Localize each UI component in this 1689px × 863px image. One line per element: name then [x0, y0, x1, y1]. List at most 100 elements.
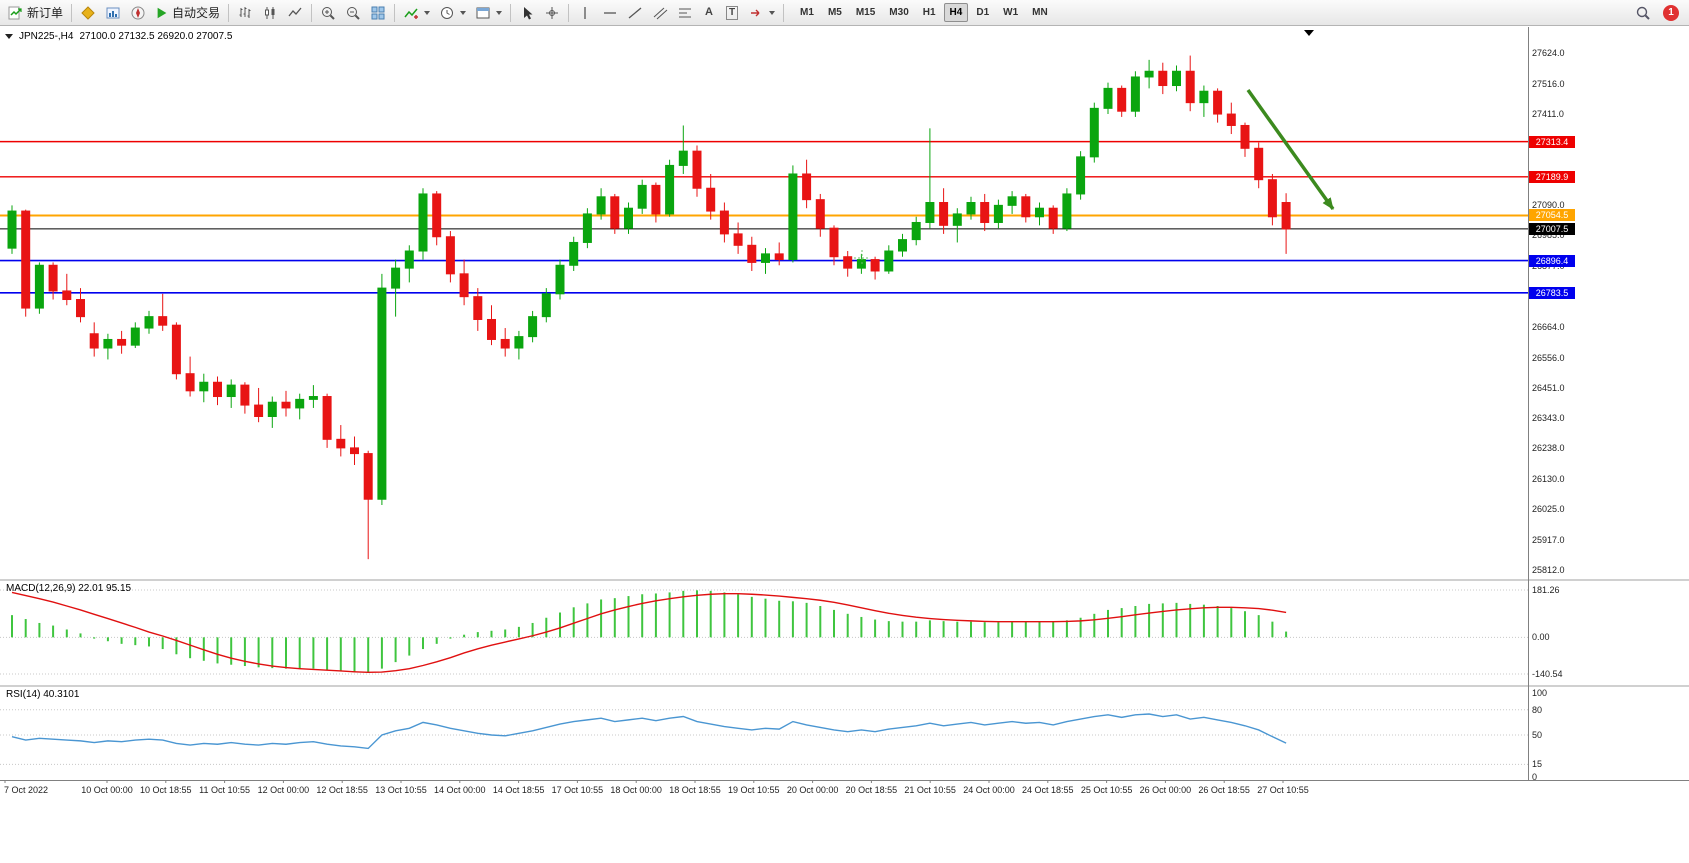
timeframe-button-m5[interactable]: M5: [822, 3, 848, 22]
axis-tick-label: 26238.0: [1532, 443, 1565, 454]
one-click-trading-toggle[interactable]: [5, 34, 13, 39]
axis-tick-label: 181.26: [1532, 585, 1560, 595]
candle-body: [993, 204, 1003, 223]
candle-body: [7, 210, 17, 249]
arrows-tool-button[interactable]: [744, 2, 779, 24]
candle-body: [774, 253, 784, 261]
fibonacci-tool-button[interactable]: [673, 2, 697, 24]
axis-tick-label: 27624.0: [1532, 48, 1565, 58]
toolbar-right-group: 1: [1631, 2, 1685, 24]
text-tool-button[interactable]: A: [698, 2, 720, 24]
hlines-layer[interactable]: [0, 140, 1528, 294]
trend-arrow-annotation[interactable]: [1246, 88, 1335, 211]
time-label: 7 Oct 2022: [4, 785, 49, 795]
time-label: 25 Oct 10:55: [1080, 785, 1133, 795]
candle-body: [706, 187, 716, 212]
timeframe-button-h4[interactable]: H4: [943, 3, 969, 22]
chart-title: JPN225-,H4 27100.0 27132.5 26920.0 27007…: [5, 31, 232, 42]
rsi-line: [11, 713, 1287, 750]
time-label: 14 Oct 00:00: [434, 785, 486, 795]
zoom-in-button[interactable]: [316, 2, 340, 24]
grid-layer: [0, 589, 1528, 765]
crosshair-button[interactable]: [540, 2, 564, 24]
candle-body: [596, 196, 606, 215]
price-axis[interactable]: 27624.027516.027411.027090.026985.026877…: [1528, 27, 1689, 797]
candle-body: [884, 250, 894, 272]
axis-tick-label: 26664.0: [1532, 321, 1565, 332]
candle-body: [1089, 107, 1099, 158]
line-chart-type-button[interactable]: [283, 2, 307, 24]
candle-body: [843, 256, 853, 269]
tile-windows-button[interactable]: [366, 2, 390, 24]
candle-body: [322, 396, 332, 440]
timeframe-button-h1[interactable]: H1: [917, 3, 942, 22]
search-button[interactable]: [1631, 2, 1655, 24]
axis-tick-label: 27090.0: [1532, 200, 1565, 211]
bar-chart-type-button[interactable]: [233, 2, 257, 24]
timeframe-button-d1[interactable]: D1: [970, 3, 995, 22]
label-tool-button[interactable]: T: [721, 2, 743, 24]
market-watch-button[interactable]: [101, 2, 125, 24]
candle-body: [391, 267, 401, 289]
templates-button[interactable]: [471, 2, 506, 24]
candle-body: [445, 236, 455, 275]
separator: [311, 3, 313, 22]
candle-body: [1172, 70, 1181, 87]
axis-tick-label: 25812.0: [1532, 565, 1565, 575]
indicators-button[interactable]: [399, 2, 434, 24]
time-label: 11 Oct 10:55: [199, 785, 251, 795]
candle-body: [1117, 87, 1127, 112]
horizontal-line-icon: [604, 11, 617, 14]
annotations-layer[interactable]: [854, 30, 1335, 266]
autotrading-button[interactable]: 自动交易: [151, 2, 224, 24]
periods-button[interactable]: [435, 2, 470, 24]
channel-tool-button[interactable]: [648, 2, 672, 24]
vertical-line-tool-button[interactable]: [573, 2, 597, 24]
candlestick-type-button[interactable]: [258, 2, 282, 24]
candle-body: [267, 401, 277, 417]
candle-body: [898, 239, 907, 252]
chart-canvas[interactable]: [0, 27, 1689, 863]
candle-body: [1103, 87, 1113, 109]
candle-body: [692, 150, 702, 189]
candle-body: [459, 273, 469, 298]
candle-body: [254, 404, 264, 417]
notification-badge[interactable]: 1: [1663, 4, 1679, 21]
zoom-out-button[interactable]: [341, 2, 365, 24]
new-order-button[interactable]: 新订单: [4, 2, 67, 24]
candle-body: [939, 202, 949, 226]
metaeditor-button[interactable]: [76, 2, 100, 24]
timeframe-button-m15[interactable]: M15: [850, 3, 881, 22]
candle-body: [1048, 207, 1058, 229]
separator: [510, 3, 512, 22]
axis-tick-label: 25917.0: [1532, 535, 1565, 546]
candle-body: [952, 213, 962, 226]
axis-tick-label: 26556.0: [1532, 352, 1565, 363]
timeframe-button-m1[interactable]: M1: [794, 3, 820, 22]
candle-body: [925, 202, 935, 223]
horizontal-line-tool-button[interactable]: [598, 2, 622, 24]
candle-body: [651, 184, 661, 215]
candle-body: [350, 447, 359, 455]
chart-window[interactable]: JPN225-,H4 27100.0 27132.5 26920.0 27007…: [0, 27, 1689, 863]
axis-tick-label: 0: [1532, 772, 1538, 782]
candle-body: [1254, 147, 1264, 181]
candlestick-layer: [7, 55, 1291, 560]
candle-body: [89, 333, 99, 349]
metaeditor-icon: [81, 5, 95, 20]
timeframe-button-w1[interactable]: W1: [997, 3, 1024, 22]
candle-body: [199, 381, 209, 392]
cursor-button[interactable]: [515, 2, 539, 24]
candle-body: [1199, 90, 1209, 104]
candle-body: [1076, 156, 1086, 195]
timeframe-button-m30[interactable]: M30: [883, 3, 914, 22]
candle-body: [1158, 70, 1168, 87]
time-label: 26 Oct 00:00: [1139, 785, 1192, 795]
navigator-button[interactable]: [126, 2, 150, 24]
channel-icon: [653, 7, 668, 19]
time-axis[interactable]: 7 Oct 2022 10 Oct 00:00 10 Oct 18:55 11 Oct…: [0, 783, 1689, 799]
timeframe-button-mn[interactable]: MN: [1026, 3, 1054, 22]
trendline-tool-button[interactable]: [623, 2, 647, 24]
candle-body: [377, 287, 387, 500]
